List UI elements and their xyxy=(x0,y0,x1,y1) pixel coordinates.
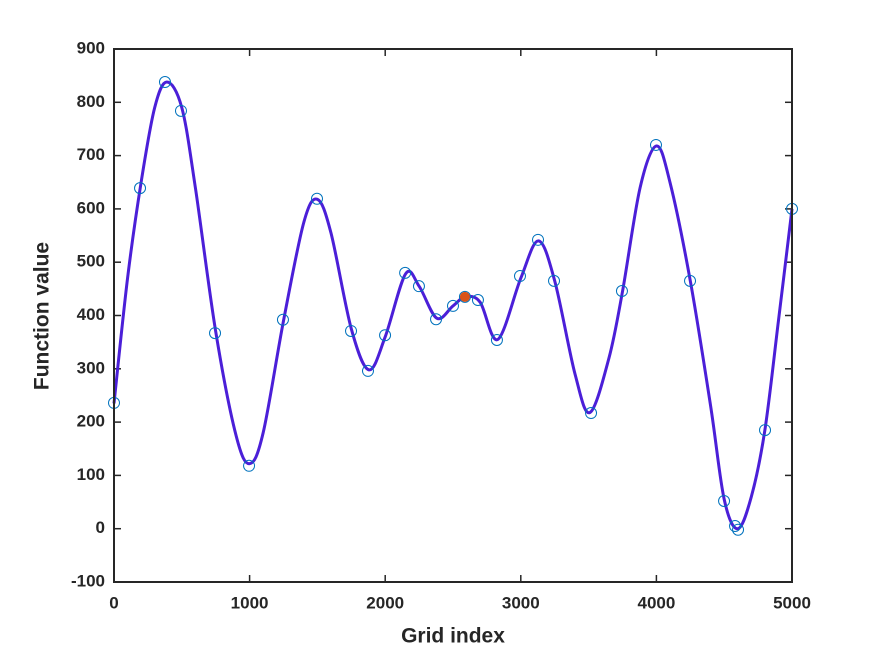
y-tick-label: 500 xyxy=(77,252,105,271)
sample-point xyxy=(532,233,545,246)
x-tick-label: 1000 xyxy=(231,593,269,612)
x-axis-title: Grid index xyxy=(401,625,505,648)
sample-point xyxy=(471,294,484,307)
y-tick-label: 700 xyxy=(77,145,105,164)
x-tick-label: 5000 xyxy=(773,593,811,612)
sample-point xyxy=(412,280,425,293)
curve xyxy=(112,80,794,531)
sample-point xyxy=(732,523,745,536)
sample-point xyxy=(209,327,222,340)
sample-point xyxy=(490,334,503,347)
sample-point xyxy=(615,284,628,297)
sample-point xyxy=(649,138,662,151)
sample-point xyxy=(174,104,187,117)
sample-point xyxy=(345,324,358,337)
sample-point xyxy=(158,76,171,89)
y-axis-title: Function value xyxy=(31,242,54,390)
sample-point xyxy=(430,313,443,326)
sample-point xyxy=(548,274,561,287)
sample-point xyxy=(379,329,392,342)
sample-point xyxy=(718,494,731,507)
sample-point xyxy=(134,182,147,195)
sample-point xyxy=(399,266,412,279)
sample-point xyxy=(243,459,256,472)
y-tick-label: -100 xyxy=(71,571,105,590)
sample-point xyxy=(729,520,742,533)
y-tick-label: 400 xyxy=(77,305,105,324)
highlight-point xyxy=(459,291,470,302)
x-tick-label: 2000 xyxy=(366,593,404,612)
y-tick-label: 800 xyxy=(77,92,105,111)
sample-point xyxy=(361,364,374,377)
sample-point xyxy=(447,299,459,312)
x-tick-label: 4000 xyxy=(637,593,675,612)
y-tick-label: 600 xyxy=(77,198,105,217)
sample-point xyxy=(458,290,471,303)
y-tick-label: 200 xyxy=(77,412,105,431)
axes-box xyxy=(113,48,793,583)
sample-point xyxy=(684,274,697,287)
sample-point xyxy=(276,313,289,326)
x-tick-label: 3000 xyxy=(502,593,540,612)
x-tick-label: 0 xyxy=(109,593,118,612)
y-tick-label: 300 xyxy=(77,358,105,377)
y-tick-label: 0 xyxy=(96,518,105,537)
sample-point xyxy=(759,424,772,437)
sample-point xyxy=(513,270,526,283)
y-tick-label: 900 xyxy=(77,38,105,57)
y-tick-label: 100 xyxy=(77,465,105,484)
sample-point xyxy=(310,192,323,205)
sample-point xyxy=(585,407,598,420)
